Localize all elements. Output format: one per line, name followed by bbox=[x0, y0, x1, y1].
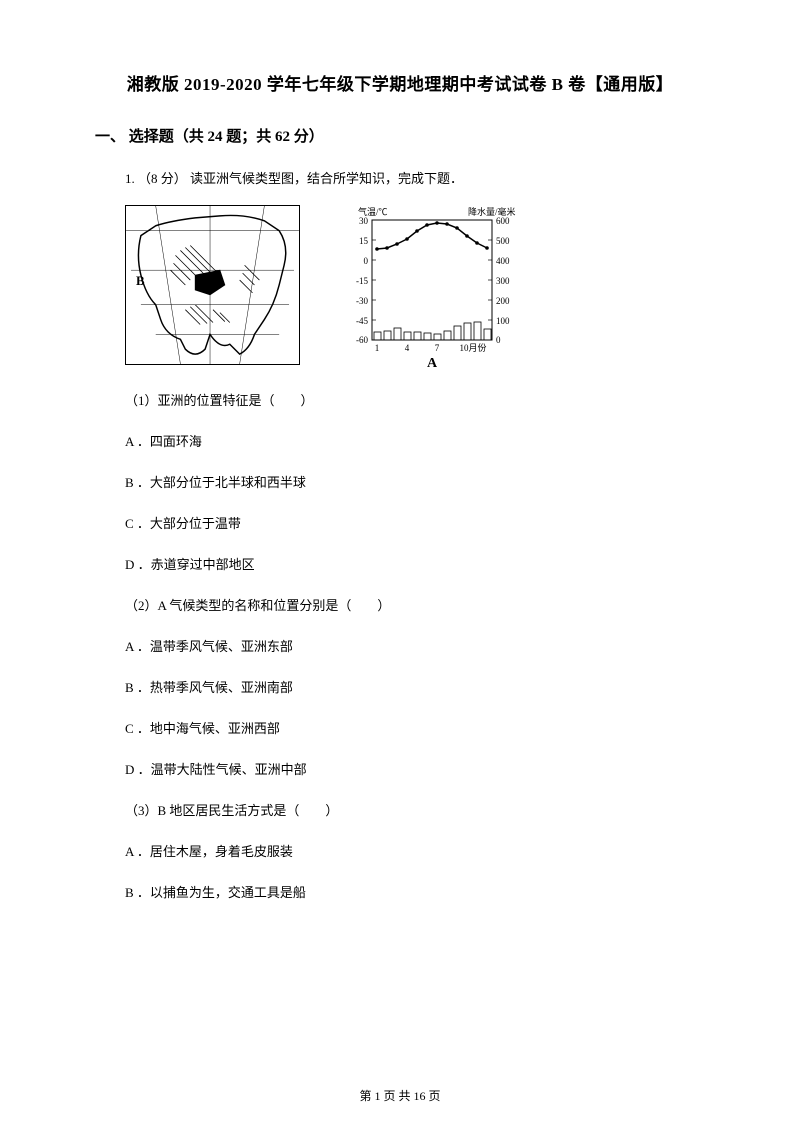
svg-text:1: 1 bbox=[375, 343, 380, 353]
option-1b: B ．大部分位于北半球和西半球 bbox=[125, 472, 705, 491]
option-2c: C ．地中海气候、亚洲西部 bbox=[125, 718, 705, 737]
sub-question-2: （2）A 气候类型的名称和位置分别是（ ） bbox=[125, 595, 705, 614]
option-2b: B ．热带季风气候、亚洲南部 bbox=[125, 677, 705, 696]
svg-text:-45: -45 bbox=[356, 316, 368, 326]
option-1c: C ．大部分位于温带 bbox=[125, 513, 705, 532]
option-1d: D ．赤道穿过中部地区 bbox=[125, 554, 705, 573]
option-3a: A ．居住木屋，身着毛皮服装 bbox=[125, 841, 705, 860]
svg-text:-15: -15 bbox=[356, 276, 368, 286]
figures-container: B 气温/℃ 降水量/毫米 30 15 0 -15 -30 -45 -60 60… bbox=[125, 205, 705, 365]
svg-text:400: 400 bbox=[496, 256, 510, 266]
svg-text:0: 0 bbox=[496, 335, 501, 345]
question-text: 读亚洲气候类型图，结合所学知识，完成下题． bbox=[190, 171, 463, 186]
section-title: 选择题（共 24 题；共 62 分） bbox=[129, 129, 324, 145]
sub-question-1: （1）亚洲的位置特征是（ ） bbox=[125, 390, 705, 409]
svg-text:0: 0 bbox=[364, 256, 369, 266]
map-svg: B bbox=[126, 206, 299, 364]
svg-text:30: 30 bbox=[359, 216, 369, 226]
svg-text:100: 100 bbox=[496, 316, 510, 326]
climate-map: B bbox=[125, 205, 300, 365]
page-title: 湘教版 2019-2020 学年七年级下学期地理期中考试试卷 B 卷【通用版】 bbox=[95, 70, 705, 95]
svg-text:10月份: 10月份 bbox=[459, 342, 486, 353]
svg-text:15: 15 bbox=[359, 236, 369, 246]
question-points: （8 分） bbox=[138, 171, 187, 186]
svg-text:200: 200 bbox=[496, 296, 510, 306]
svg-text:300: 300 bbox=[496, 276, 510, 286]
section-header: 一、 选择题（共 24 题；共 62 分） bbox=[95, 125, 705, 146]
svg-text:-30: -30 bbox=[356, 296, 368, 306]
option-2a: A ．温带季风气候、亚洲东部 bbox=[125, 636, 705, 655]
option-2d: D ．温带大陆性气候、亚洲中部 bbox=[125, 759, 705, 778]
chart-svg: 气温/℃ 降水量/毫米 30 15 0 -15 -30 -45 -60 600 … bbox=[340, 205, 525, 370]
section-number: 一、 bbox=[95, 129, 125, 145]
svg-text:4: 4 bbox=[405, 343, 410, 353]
option-3b: B ．以捕鱼为生，交通工具是船 bbox=[125, 882, 705, 901]
svg-text:7: 7 bbox=[435, 343, 440, 353]
page-footer: 第 1 页 共 16 页 bbox=[0, 1087, 800, 1104]
svg-text:500: 500 bbox=[496, 236, 510, 246]
map-label-b: B bbox=[136, 274, 145, 288]
climate-chart: 气温/℃ 降水量/毫米 30 15 0 -15 -30 -45 -60 600 … bbox=[340, 205, 515, 360]
chart-label-a: A bbox=[427, 356, 438, 370]
svg-text:-60: -60 bbox=[356, 335, 368, 345]
svg-text:600: 600 bbox=[496, 216, 510, 226]
question-number: 1. bbox=[125, 171, 135, 186]
option-1a: A ．四面环海 bbox=[125, 431, 705, 450]
question-intro: 1. （8 分） 读亚洲气候类型图，结合所学知识，完成下题． bbox=[125, 168, 705, 187]
sub-question-3: （3）B 地区居民生活方式是（ ） bbox=[125, 800, 705, 819]
